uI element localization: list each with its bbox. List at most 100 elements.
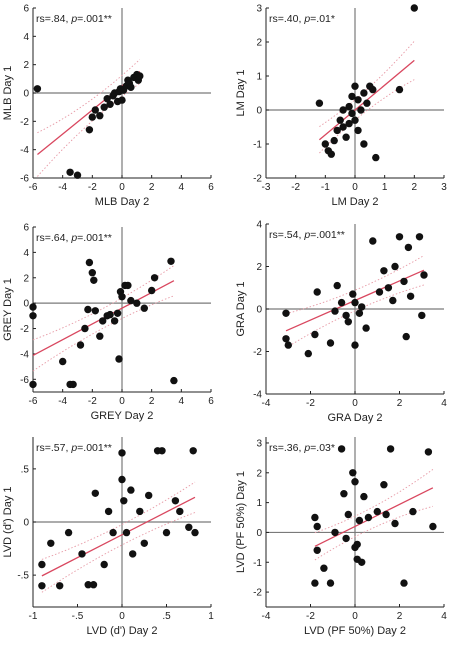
x-tick-label: -4: [262, 611, 271, 622]
data-point: [115, 355, 123, 363]
data-point: [129, 550, 137, 558]
data-point: [345, 119, 353, 128]
x-tick-label: 0: [119, 396, 125, 407]
data-point: [424, 448, 433, 456]
data-point: [127, 296, 135, 305]
y-tick-label: .5: [21, 464, 30, 475]
data-point: [29, 312, 37, 320]
data-point: [344, 318, 352, 326]
data-point: [100, 560, 108, 569]
data-point: [331, 528, 339, 537]
data-point: [311, 579, 319, 587]
data-point: [84, 581, 92, 589]
data-point: [127, 83, 135, 92]
data-point: [342, 311, 350, 320]
data-point: [118, 475, 126, 484]
panel-gra: -4 -2 0 2 4 -4 -2 0 2 4 rs=.54, p=.001** GRA Day 2 G…: [235, 220, 447, 425]
confidence-band-upper: [319, 40, 415, 127]
data-point: [313, 522, 321, 531]
data-point: [351, 478, 359, 486]
data-point: [351, 116, 359, 124]
data-point: [304, 349, 312, 358]
data-point: [145, 491, 153, 500]
y-tick-label: -.5: [17, 571, 29, 582]
data-point: [375, 288, 384, 296]
x-tick-label: 2: [412, 182, 418, 193]
confidence-band-upper: [32, 265, 175, 341]
data-point: [380, 267, 388, 275]
data-point: [391, 519, 399, 528]
x-tick-label: 6: [208, 182, 214, 193]
annotation: rs=.40, p=.01*: [269, 13, 335, 25]
y-tick-label: -2: [253, 174, 262, 185]
data-point: [313, 288, 321, 296]
data-point: [395, 233, 404, 241]
data-point: [353, 540, 361, 549]
data-point: [342, 133, 350, 141]
x-tick-label: -.5: [72, 611, 84, 622]
data-point: [386, 445, 395, 453]
data-point: [402, 332, 410, 341]
data-point: [373, 507, 381, 516]
data-point: [110, 317, 119, 325]
data-point: [380, 481, 388, 489]
x-tick-label: 0: [119, 611, 125, 622]
data-point: [167, 257, 175, 265]
x-tick-label: 2: [149, 396, 155, 407]
data-point: [47, 539, 55, 547]
data-point: [133, 299, 141, 307]
data-point: [120, 497, 128, 505]
data-point: [69, 380, 77, 389]
data-point: [124, 281, 132, 290]
data-point: [357, 106, 365, 114]
panel-lvd-pf50: -4 -2 0 2 4 -2 -1 0 1 2 3 rs=.36, p=.03* LVD (PF 50%…: [235, 437, 447, 637]
data-point: [333, 126, 341, 135]
confidence-band-lower: [32, 295, 175, 372]
data-point: [327, 150, 335, 158]
data-point: [91, 307, 100, 315]
x-axis-label: LM Day 2: [331, 196, 378, 208]
x-tick-label: -4: [58, 396, 67, 407]
x-tick-label: -2: [291, 182, 300, 193]
data-point: [349, 469, 357, 477]
data-point: [191, 528, 199, 537]
data-point: [106, 310, 114, 319]
data-point: [363, 99, 371, 107]
y-tick-label: -6: [20, 174, 29, 185]
data-point: [349, 290, 357, 298]
confidence-band-upper: [314, 469, 434, 534]
y-tick-label: 2: [256, 38, 262, 49]
x-tick-label: 0: [352, 182, 358, 193]
data-point: [189, 447, 197, 455]
x-tick-label: -6: [29, 182, 38, 193]
y-axis-label: LVD (PF 50%) Day 1: [235, 471, 247, 573]
panel-lvd-dprime: -1 -.5 0 .5 1 -.5 0 .5 rs=.57, p=.001** LVD (d') …: [2, 437, 214, 637]
y-axis-label: LM Day 1: [235, 69, 247, 116]
data-point: [345, 102, 353, 111]
x-tick-label: 2: [397, 611, 403, 622]
data-point: [29, 380, 37, 389]
data-point: [369, 237, 377, 245]
data-point: [29, 303, 37, 311]
data-point: [81, 324, 89, 333]
x-tick-label: 3: [441, 182, 447, 193]
confidence-band-upper: [41, 481, 196, 560]
y-tick-label: 6: [23, 4, 29, 15]
data-point: [354, 126, 362, 135]
data-point: [391, 262, 399, 271]
y-tick-label: 1: [256, 72, 262, 83]
y-tick-label: 3: [256, 438, 262, 449]
x-tick-label: 1: [208, 611, 214, 622]
y-tick-label: 0: [256, 106, 262, 117]
y-axis-label: GREY Day 1: [2, 278, 14, 341]
data-point: [420, 271, 428, 279]
y-tick-label: 4: [256, 220, 262, 231]
data-point: [355, 516, 364, 525]
data-point: [330, 136, 338, 145]
data-point: [38, 560, 46, 569]
x-axis-label: MLB Day 2: [95, 196, 149, 208]
data-point: [176, 507, 184, 516]
regression-line: [37, 70, 141, 156]
data-point: [76, 341, 85, 349]
